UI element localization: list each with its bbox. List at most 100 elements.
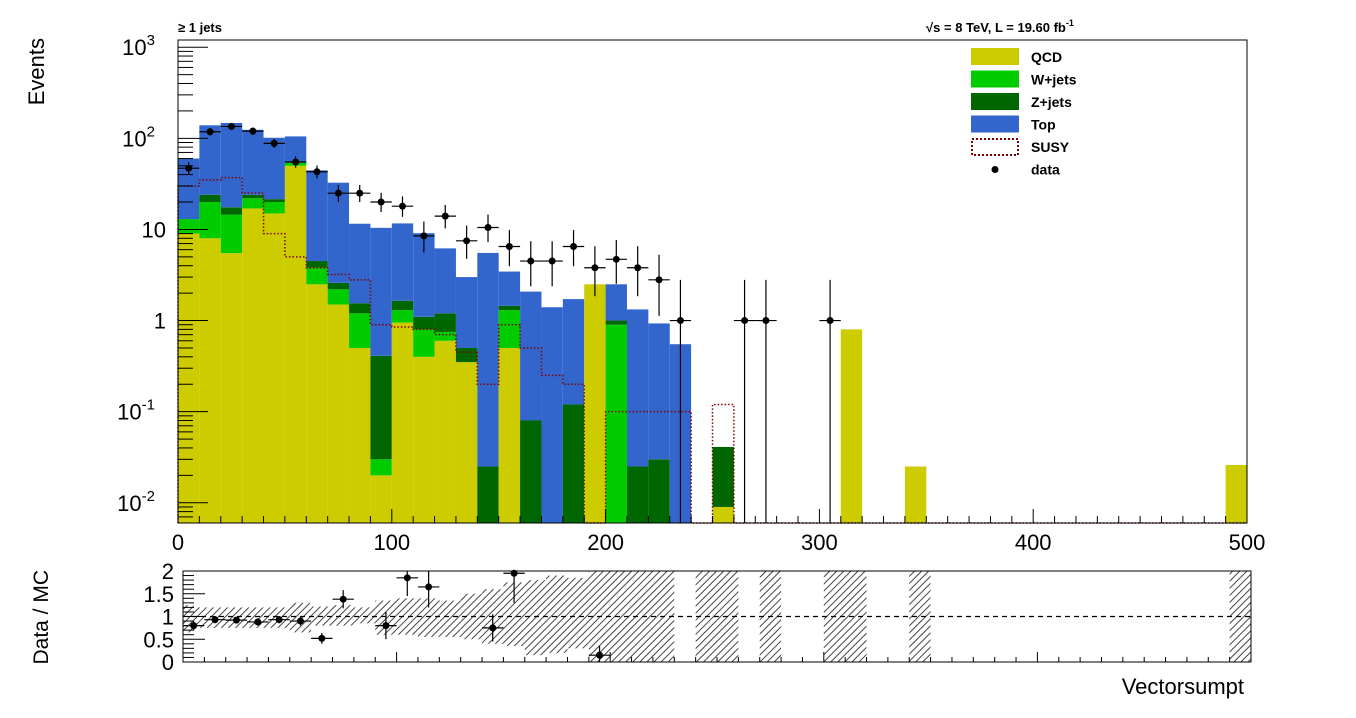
legend-swatch <box>971 48 1019 65</box>
legend-entry: QCD <box>971 48 1062 65</box>
stack-bar-qcd <box>178 233 200 523</box>
stack-bar-z-jets <box>562 404 585 523</box>
stack-bar-top <box>413 233 435 317</box>
stack-bar-top <box>605 284 627 321</box>
stack-bar-w-jets <box>434 331 456 341</box>
data-point <box>755 279 777 523</box>
stack-bar-z-jets <box>520 420 542 523</box>
data-point <box>327 184 350 203</box>
y-tick-label: 10-1 <box>117 397 155 425</box>
stack-bar-top <box>541 307 563 523</box>
ratio-band <box>524 580 547 656</box>
stack-bar-top <box>520 291 542 421</box>
data-marker <box>185 164 193 172</box>
data-marker <box>591 264 599 272</box>
ratio-point <box>247 618 269 626</box>
legend-swatch <box>971 70 1019 88</box>
data-marker <box>441 212 449 220</box>
data-point <box>391 196 414 217</box>
stack-bar-qcd <box>498 347 521 523</box>
stack-bar-qcd <box>263 213 285 523</box>
legend-label: W+jets <box>1031 72 1077 88</box>
stack-bar-qcd <box>840 329 863 523</box>
data-point <box>434 205 456 229</box>
data-marker <box>463 237 471 245</box>
stack-bar-qcd <box>284 165 307 523</box>
x-tick-label: 100 <box>373 530 410 555</box>
ratio-panel: Data / MC 00.511.52 Vectorsumpt <box>30 559 1252 699</box>
stack-bar-top <box>349 223 371 304</box>
stack-bar-w-jets <box>263 202 285 214</box>
y-tick-label: 10-2 <box>117 488 155 516</box>
stack-bar-top <box>242 129 264 195</box>
stack-bar-z-jets <box>498 305 521 311</box>
ratio-y-tick-label: 2 <box>162 559 174 584</box>
data-point <box>263 139 285 148</box>
ratio-marker <box>382 622 390 630</box>
ratio-point <box>503 569 525 603</box>
data-marker <box>206 128 214 136</box>
ratio-point <box>204 616 226 624</box>
ratio-point <box>268 616 290 624</box>
ratio-point <box>311 632 333 644</box>
stack-bar-z-jets <box>199 194 221 203</box>
data-marker <box>227 122 235 130</box>
legend-entry: Top <box>971 115 1056 133</box>
ratio-band <box>193 607 290 628</box>
x-axis-label: Vectorsumpt <box>1122 674 1244 699</box>
legend-entry: SUSY <box>971 138 1070 156</box>
stack-bar-top <box>327 182 350 283</box>
data-point <box>605 239 627 284</box>
stack-bar-top <box>199 125 221 195</box>
ratio-marker <box>596 651 604 659</box>
stack-bar-top <box>370 227 392 356</box>
data-marker <box>484 224 492 232</box>
stack-bar-w-jets <box>349 313 371 348</box>
data-marker <box>570 242 578 250</box>
legend: QCD W+jets Z+jets Top SUSY data <box>971 48 1077 178</box>
legend-swatch <box>971 93 1019 110</box>
data-marker <box>270 139 278 147</box>
ratio-points <box>183 569 611 662</box>
data-marker <box>420 232 428 240</box>
ratio-point <box>417 571 440 608</box>
legend-entry: W+jets <box>971 70 1077 88</box>
stack-bar-qcd <box>391 322 414 523</box>
stack-bar-top <box>648 323 670 460</box>
data-point <box>648 254 670 316</box>
data-marker <box>612 255 620 263</box>
stack-bar-qcd <box>306 284 328 523</box>
ratio-x-axis <box>182 652 1252 662</box>
data-point <box>370 192 392 213</box>
stack-bar-top <box>626 309 649 467</box>
y-tick-label: 103 <box>122 32 155 60</box>
ratio-point <box>482 614 504 642</box>
legend-entry: data <box>991 162 1060 178</box>
legend-entry: Z+jets <box>971 93 1072 110</box>
ratio-band <box>183 605 194 633</box>
data-point <box>520 241 542 287</box>
data-point <box>349 184 371 203</box>
ratio-point <box>289 616 312 626</box>
luminosity-label: √s = 8 TeV, L = 19.60 fb-1 <box>926 18 1074 35</box>
data-marker <box>334 189 342 197</box>
stack-bar-w-jets <box>370 459 392 476</box>
legend-label: data <box>1031 162 1060 178</box>
stack-bar-z-jets <box>306 261 328 268</box>
stack-bar-w-jets <box>242 198 264 209</box>
data-marker <box>826 317 834 325</box>
ratio-point <box>375 611 397 640</box>
data-point <box>220 122 243 131</box>
ratio-band <box>567 577 589 649</box>
ratio-y-tick-label: 0.5 <box>143 627 174 652</box>
stack-bar-z-jets <box>648 459 670 523</box>
main-x-axis: 0 100 200 300 400 500 <box>172 509 1265 555</box>
stack-bar-w-jets <box>391 310 414 323</box>
data-point <box>669 279 692 523</box>
ratio-marker <box>339 595 347 603</box>
ratio-band <box>353 607 376 624</box>
stack-bar-z-jets <box>327 282 350 290</box>
data-point <box>284 156 307 168</box>
stack-bar-top <box>562 299 585 405</box>
data-point <box>819 279 841 523</box>
